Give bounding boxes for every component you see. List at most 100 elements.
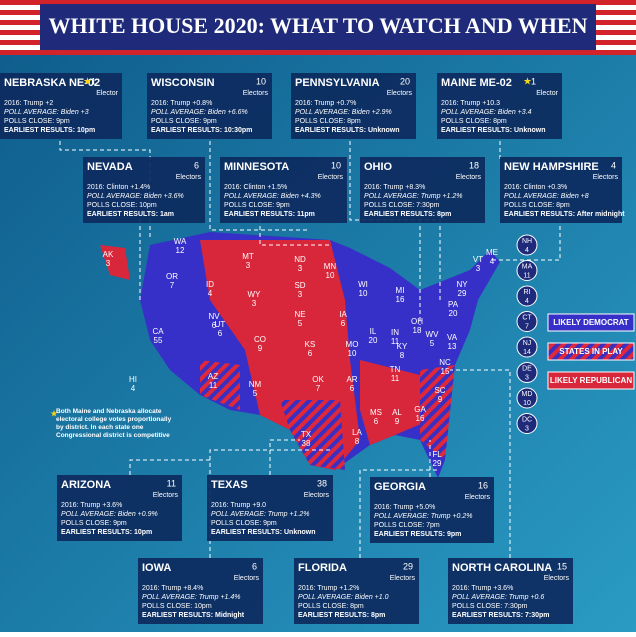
box-line: POLLS CLOSE: 8pm xyxy=(295,118,361,125)
state-box xyxy=(500,157,622,223)
state-name: GEORGIA xyxy=(374,481,426,493)
state-ev: 20 xyxy=(449,309,458,318)
state-abbr: NY xyxy=(456,280,468,289)
state-box xyxy=(370,477,494,543)
state-ev: 8 xyxy=(355,437,360,446)
state-abbr: VA xyxy=(447,333,458,342)
box-line: 2016: Clinton +0.3% xyxy=(504,184,567,191)
state-box xyxy=(0,73,122,139)
state-abbr: CA xyxy=(152,327,164,336)
state-abbr: NJ xyxy=(523,340,532,347)
box-line: EARLIEST RESULTS: 8pm xyxy=(364,211,451,218)
box-line: POLL AVERAGE: Trump +1.2% xyxy=(211,511,310,518)
state-ev: 12 xyxy=(176,246,185,255)
state-ev: 18 xyxy=(413,326,422,335)
state-ev: 6 xyxy=(341,319,346,328)
electors-count: 29 xyxy=(403,561,413,571)
box-line: EARLIEST RESULTS: 10pm xyxy=(61,529,152,536)
box-line: 2016: Trump +0.8% xyxy=(151,100,212,107)
state-ev: 9 xyxy=(438,395,443,404)
box-line: 2016: Trump +3.6% xyxy=(452,585,513,592)
box-line: POLL AVERAGE: Biden +4.3% xyxy=(224,193,321,200)
electors-label: Electors xyxy=(243,90,269,97)
state-name: FLORIDA xyxy=(298,562,347,574)
state-abbr: IL xyxy=(370,327,377,336)
connectors xyxy=(59,141,561,558)
state-name: NEVADA xyxy=(87,161,133,173)
small-state-badge xyxy=(516,285,538,307)
electors-label: Electors xyxy=(390,575,416,582)
legend-label: LIKELY DEMOCRAT xyxy=(553,318,629,327)
electors-label: Electors xyxy=(318,174,344,181)
electors-count: 38 xyxy=(317,478,327,488)
state-ev: 10 xyxy=(359,289,368,298)
state-abbr: OH xyxy=(411,317,423,326)
state-ev: 7 xyxy=(316,384,321,393)
state-abbr: MN xyxy=(324,262,337,271)
state-name: WISCONSIN xyxy=(151,77,215,89)
electors-count: 16 xyxy=(478,480,488,490)
state-ev: 6 xyxy=(212,321,217,330)
state-abbr: OK xyxy=(312,375,324,384)
box-line: POLLS CLOSE: 7:30pm xyxy=(452,603,528,610)
box-line: POLLS CLOSE: 9pm xyxy=(211,520,277,527)
state-ev: 5 xyxy=(430,339,435,348)
legend-swatch xyxy=(547,342,635,361)
box-line: POLLS CLOSE: 9pm xyxy=(4,118,70,125)
legend-label: STATES IN PLAY xyxy=(559,347,623,356)
state-abbr: RI xyxy=(524,289,531,296)
star-icon: ★ xyxy=(83,77,92,88)
box-line: POLLS CLOSE: 9pm xyxy=(224,202,290,209)
box-line: POLLS CLOSE: 10pm xyxy=(142,603,212,610)
legend-swatch xyxy=(547,313,635,332)
state-ev: 13 xyxy=(448,342,457,351)
electors-label: Elector xyxy=(96,90,118,97)
state-ev: 7 xyxy=(525,323,529,330)
box-line: POLLS CLOSE: 9pm xyxy=(61,520,127,527)
electors-count: 15 xyxy=(557,561,567,571)
box-line: EARLIEST RESULTS: 1am xyxy=(87,211,174,218)
electors-label: Electors xyxy=(465,494,491,501)
state-abbr: CO xyxy=(254,335,266,344)
state-abbr: MS xyxy=(370,408,382,417)
state-ev: 3 xyxy=(106,259,111,268)
electors-count: 4 xyxy=(611,160,616,170)
state-ev: 5 xyxy=(298,319,303,328)
state-ev: 3 xyxy=(525,374,529,381)
small-state-badge xyxy=(516,413,538,434)
state-abbr: UT xyxy=(215,320,226,329)
state-abbr: KY xyxy=(397,342,408,351)
state-name: NEW HAMPSHIRE xyxy=(504,161,599,173)
state-ev: 55 xyxy=(154,336,163,345)
state-ev: 5 xyxy=(253,389,258,398)
electors-label: Electors xyxy=(456,174,482,181)
title: WHITE HOUSE 2020: WHAT TO WATCH AND WHEN xyxy=(49,13,588,38)
box-line: 2016: Trump +1.2% xyxy=(298,585,359,592)
state-box xyxy=(207,475,333,541)
swing-region xyxy=(420,365,455,460)
state-name: MAINE ME-02 xyxy=(441,77,512,89)
box-line: 2016: Trump +8.3% xyxy=(364,184,425,191)
state-abbr: NM xyxy=(249,380,262,389)
state-ev: 11 xyxy=(209,381,218,390)
state-abbr: MT xyxy=(242,252,254,261)
banner-center xyxy=(40,4,596,50)
state-abbr: TN xyxy=(390,365,401,374)
small-state-badge xyxy=(516,387,538,409)
box-line: EARLIEST RESULTS: Unknown xyxy=(295,127,399,134)
box-line: POLL AVERAGE: Biden +0.9% xyxy=(61,511,158,518)
state-abbr: DC xyxy=(522,416,532,423)
box-line: EARLIEST RESULTS: Unknown xyxy=(211,529,315,536)
state-abbr: FL xyxy=(432,450,442,459)
box-line: POLL AVERAGE: Biden +1.0 xyxy=(298,594,389,601)
state-abbr: NH xyxy=(522,238,532,245)
state-abbr: LA xyxy=(352,428,362,437)
electors-count: 10 xyxy=(256,76,266,86)
star-icon: ★ xyxy=(523,77,532,88)
state-ev: 9 xyxy=(395,417,400,426)
state-abbr: PA xyxy=(448,300,459,309)
state-abbr: ID xyxy=(206,280,214,289)
small-state-badge xyxy=(516,260,538,281)
state-ev: 11 xyxy=(523,272,530,279)
